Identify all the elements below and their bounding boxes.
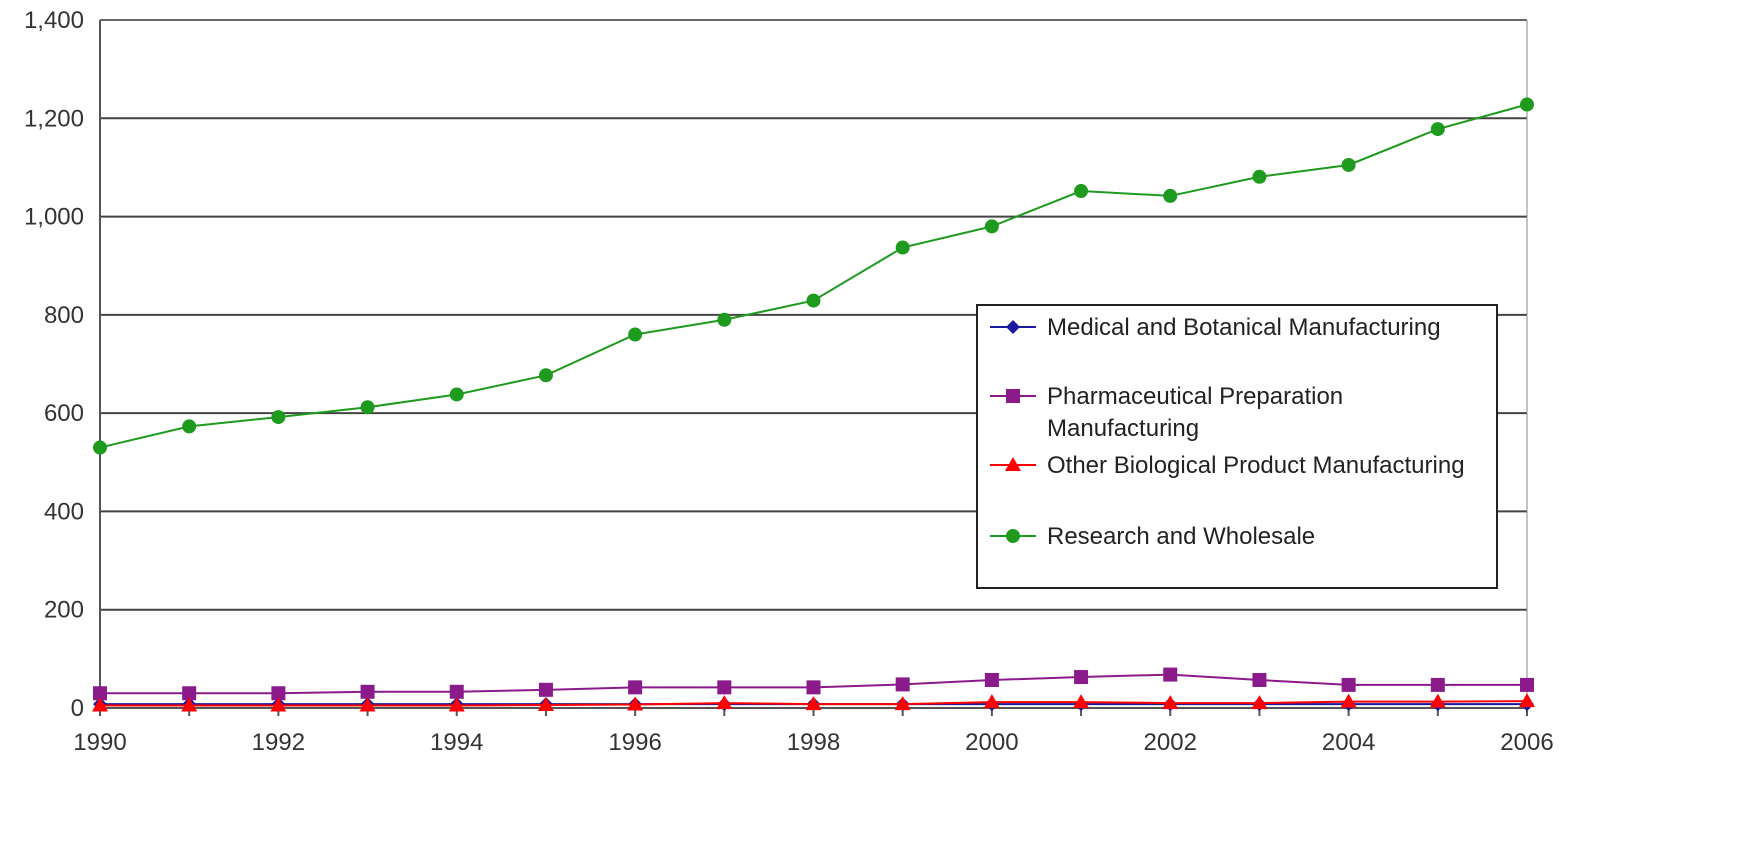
y-tick-label: 200 bbox=[44, 597, 84, 624]
data-point bbox=[270, 697, 287, 712]
x-tick-label: 2002 bbox=[1144, 729, 1197, 756]
data-point bbox=[538, 368, 553, 383]
x-tick-label: 1994 bbox=[430, 729, 483, 756]
y-tick-label: 1,200 bbox=[24, 105, 84, 132]
data-point bbox=[984, 219, 999, 234]
legend-marker bbox=[1005, 457, 1021, 471]
data-point bbox=[360, 684, 375, 699]
legend-label: Pharmaceutical Preparation Manufacturing bbox=[1047, 383, 1343, 442]
data-point bbox=[984, 672, 999, 687]
y-tick-label: 600 bbox=[44, 400, 84, 427]
x-tick-label: 2006 bbox=[1500, 729, 1553, 756]
legend-entry: Pharmaceutical Preparation Manufacturing bbox=[990, 383, 1343, 442]
data-point bbox=[1074, 670, 1089, 685]
legend-marker bbox=[1006, 320, 1020, 334]
y-tick-label: 0 bbox=[71, 695, 84, 722]
data-point bbox=[805, 696, 822, 711]
x-tick-label: 1996 bbox=[608, 729, 661, 756]
data-point bbox=[894, 696, 911, 711]
y-tick-label: 800 bbox=[44, 302, 84, 329]
data-point bbox=[359, 697, 376, 712]
data-point bbox=[716, 695, 733, 710]
data-point bbox=[628, 327, 643, 342]
legend: Medical and Botanical Manufacturing Pharm… bbox=[976, 304, 1498, 589]
data-point bbox=[1520, 677, 1534, 692]
legend-entry: Medical and Botanical Manufacturing bbox=[990, 314, 1441, 341]
data-point bbox=[448, 697, 465, 712]
series-3 bbox=[93, 97, 1534, 455]
legend-label: Research and Wholesale bbox=[1047, 523, 1315, 550]
data-point bbox=[1341, 157, 1356, 172]
series-2 bbox=[92, 693, 1535, 712]
data-point bbox=[1252, 169, 1267, 184]
data-point bbox=[627, 696, 644, 711]
data-point bbox=[182, 419, 197, 434]
series-layer bbox=[92, 97, 1535, 712]
data-point bbox=[1340, 693, 1357, 708]
data-point bbox=[271, 686, 286, 701]
data-point bbox=[717, 680, 732, 695]
data-point bbox=[1430, 677, 1445, 692]
data-point bbox=[93, 440, 107, 455]
data-point bbox=[182, 686, 197, 701]
x-tick-label: 1998 bbox=[787, 729, 840, 756]
series-1 bbox=[93, 667, 1534, 701]
x-tick-label: 2000 bbox=[965, 729, 1018, 756]
data-point bbox=[537, 697, 554, 712]
x-tick-label: 1992 bbox=[252, 729, 305, 756]
data-point bbox=[181, 697, 198, 712]
data-point bbox=[360, 400, 375, 415]
data-point bbox=[806, 680, 821, 695]
data-point bbox=[1429, 693, 1446, 708]
data-point bbox=[895, 240, 910, 255]
data-point bbox=[1163, 667, 1178, 682]
y-tick-label: 1,000 bbox=[24, 204, 84, 231]
data-point bbox=[1252, 672, 1267, 687]
data-point bbox=[1163, 188, 1178, 203]
data-point bbox=[538, 682, 553, 697]
data-point bbox=[1519, 693, 1535, 708]
data-point bbox=[449, 387, 464, 402]
legend-label: Other Biological Product Manufacturing bbox=[1047, 452, 1465, 479]
data-point bbox=[895, 677, 910, 692]
legend-entry: Other Biological Product Manufacturing bbox=[990, 452, 1465, 479]
data-point bbox=[806, 293, 821, 308]
data-point bbox=[92, 697, 108, 712]
legend-entry: Research and Wholesale bbox=[990, 523, 1315, 550]
legend-label: Medical and Botanical Manufacturing bbox=[1047, 314, 1441, 341]
legend-marker bbox=[1006, 529, 1020, 543]
data-point bbox=[983, 694, 1000, 709]
legend-box bbox=[976, 304, 1498, 589]
data-point bbox=[1251, 695, 1268, 710]
data-point bbox=[1520, 97, 1534, 112]
y-tick-label: 400 bbox=[44, 498, 84, 525]
x-tick-label: 2004 bbox=[1322, 729, 1375, 756]
data-point bbox=[449, 684, 464, 699]
data-point bbox=[717, 312, 732, 327]
data-point bbox=[1430, 122, 1445, 137]
y-tick-label: 1,400 bbox=[24, 7, 84, 34]
axes: 0 200 400 600 800 1,000 1,200 1,400 1990 1992 1994… bbox=[24, 7, 1554, 756]
data-point bbox=[1073, 694, 1090, 709]
data-point bbox=[271, 410, 286, 425]
data-point bbox=[1341, 677, 1356, 692]
data-point bbox=[1162, 695, 1179, 710]
data-point bbox=[93, 686, 107, 701]
data-point bbox=[628, 680, 643, 695]
data-point bbox=[1074, 184, 1089, 199]
x-tick-label: 1990 bbox=[73, 729, 126, 756]
legend-marker bbox=[1006, 389, 1020, 403]
